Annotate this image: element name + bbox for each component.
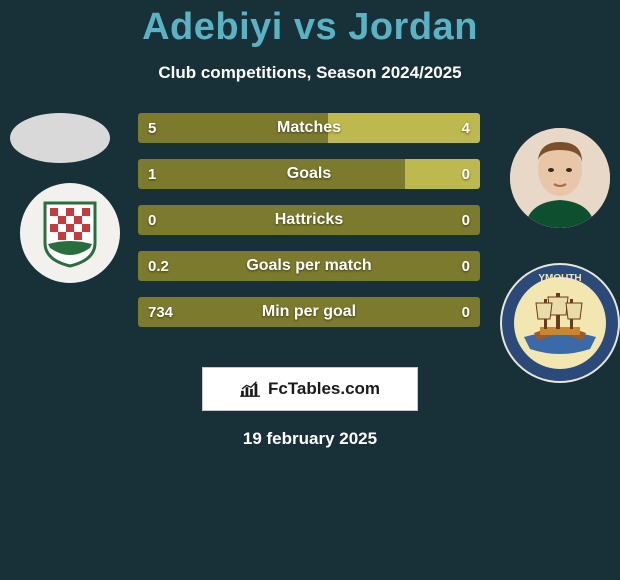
ship-crest-icon: YMOUTH bbox=[500, 263, 620, 383]
shield-icon bbox=[40, 198, 100, 268]
stat-row: Hattricks0 0 bbox=[138, 205, 480, 235]
stat-value-left: 5 bbox=[148, 113, 156, 143]
brand-text: FcTables.com bbox=[268, 379, 380, 399]
stat-label: Goals per match bbox=[138, 251, 480, 281]
player-right-avatar bbox=[510, 128, 610, 228]
stat-value-right: 0 bbox=[462, 251, 470, 281]
stat-row: Goals per match0.2 0 bbox=[138, 251, 480, 281]
subtitle: Club competitions, Season 2024/2025 bbox=[0, 63, 620, 83]
stat-value-right: 4 bbox=[462, 113, 470, 143]
stat-label: Goals bbox=[138, 159, 480, 189]
player-left-avatar bbox=[10, 113, 110, 163]
stat-row: Min per goal734 0 bbox=[138, 297, 480, 327]
stat-value-left: 734 bbox=[148, 297, 173, 327]
stat-bars: Matches54Goals10Hattricks00Goals per mat… bbox=[138, 113, 480, 327]
brand-badge: FcTables.com bbox=[202, 367, 418, 411]
comparison-area: YMOUTH Matches54Goals10Hattricks00Goals … bbox=[0, 113, 620, 327]
stat-value-right: 0 bbox=[462, 297, 470, 327]
svg-text:YMOUTH: YMOUTH bbox=[538, 273, 581, 284]
chart-icon bbox=[240, 380, 262, 398]
stat-row: Matches5 4 bbox=[138, 113, 480, 143]
stat-value-right: 0 bbox=[462, 205, 470, 235]
stat-label: Hattricks bbox=[138, 205, 480, 235]
stat-value-right: 0 bbox=[462, 159, 470, 189]
stat-label: Matches bbox=[138, 113, 480, 143]
date-text: 19 february 2025 bbox=[0, 429, 620, 449]
club-left-crest bbox=[20, 183, 120, 283]
stat-row: Goals1 0 bbox=[138, 159, 480, 189]
stat-value-left: 0.2 bbox=[148, 251, 169, 281]
stat-value-left: 1 bbox=[148, 159, 156, 189]
club-right-crest: YMOUTH bbox=[500, 263, 620, 383]
stat-value-left: 0 bbox=[148, 205, 156, 235]
stat-label: Min per goal bbox=[138, 297, 480, 327]
person-icon bbox=[510, 128, 610, 228]
page-title: Adebiyi vs Jordan bbox=[0, 0, 620, 49]
